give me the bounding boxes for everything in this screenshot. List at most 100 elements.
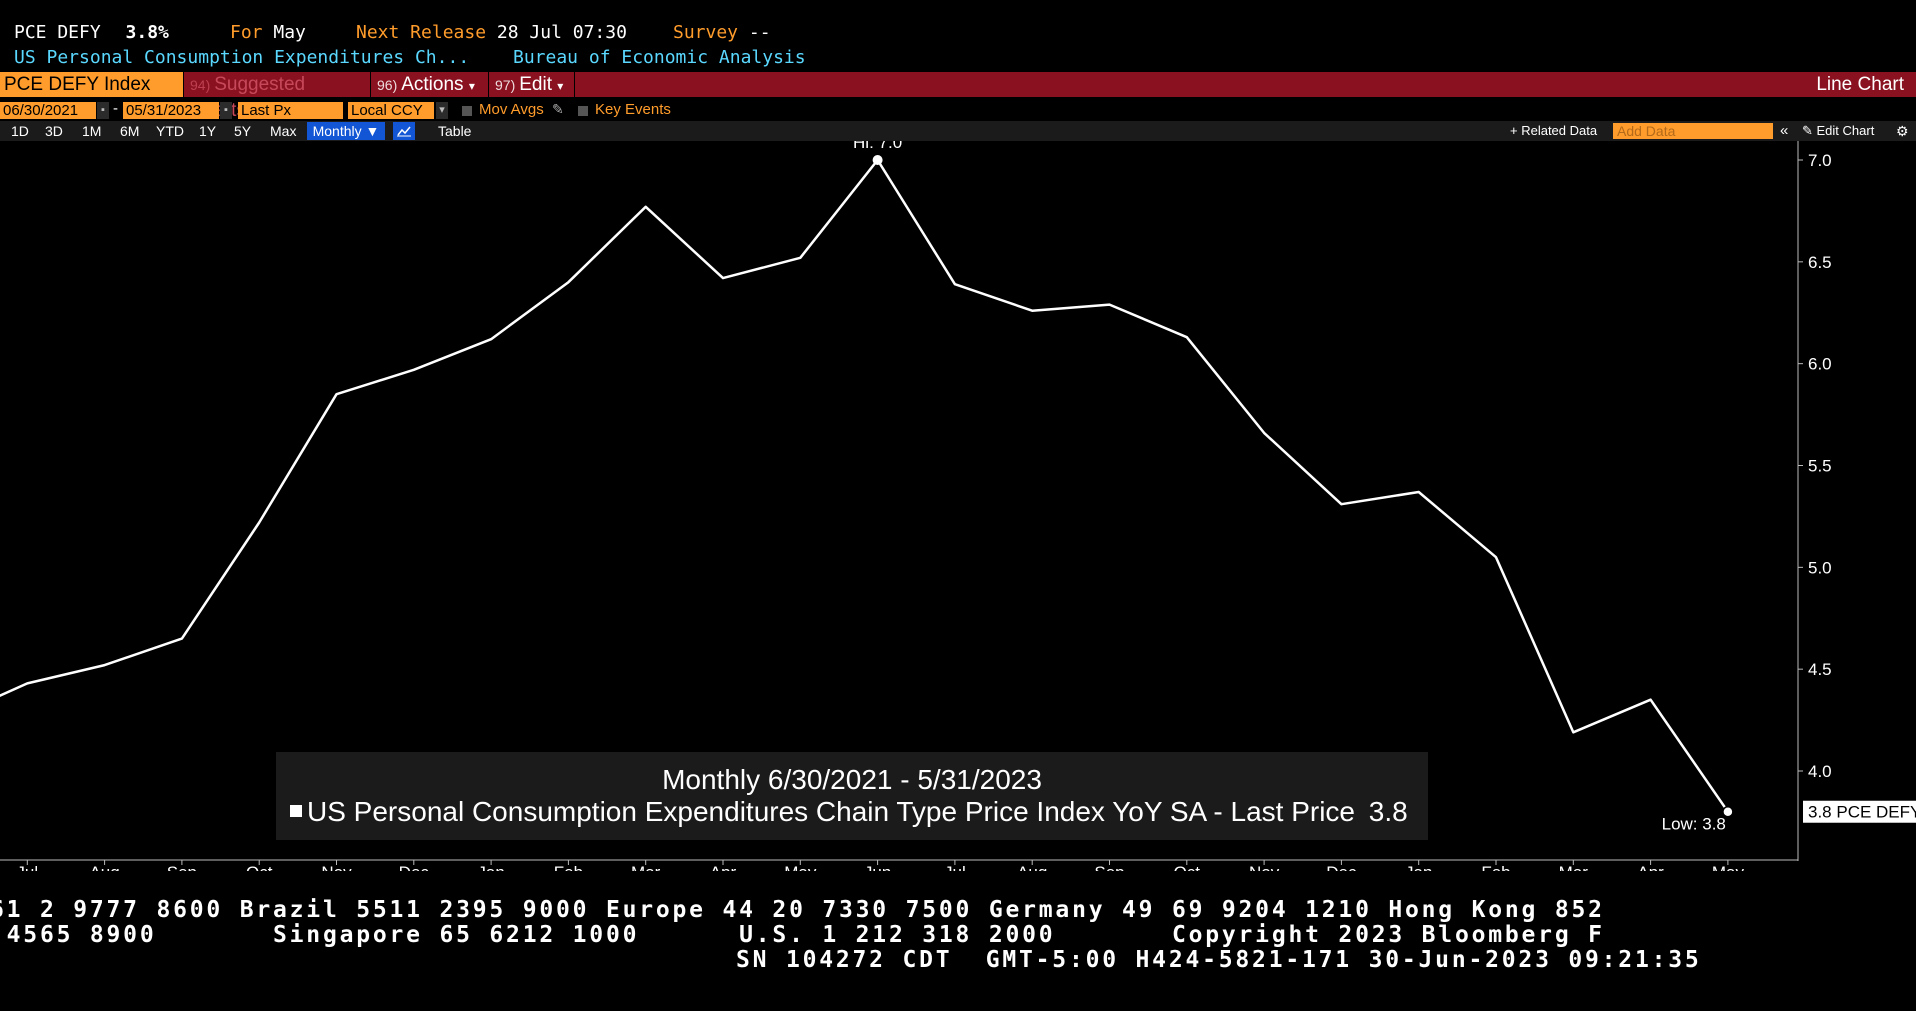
edit-button[interactable]: 97) Edit ▾ <box>488 72 574 97</box>
x-tick-label: Feb <box>554 863 583 871</box>
edit-label: Edit <box>519 74 552 95</box>
range-3d-button[interactable]: 3D <box>45 123 63 139</box>
range-1d-button[interactable]: 1D <box>11 123 29 139</box>
x-tick-label: Aug <box>89 863 119 871</box>
edit-chart-button[interactable]: ✎ Edit Chart <box>1802 121 1874 141</box>
chevron-down-icon[interactable]: ▾ <box>436 102 448 119</box>
x-tick-label: Apr <box>710 863 737 871</box>
x-tick-label: Dec <box>1326 863 1357 871</box>
y-tick-label: 7.0 <box>1808 151 1832 170</box>
security-field[interactable]: PCE DEFY Index <box>0 72 183 97</box>
gear-icon[interactable]: ⚙ <box>1896 123 1909 139</box>
security-description: US Personal Consumption Expenditures Ch.… <box>14 47 470 68</box>
suggested-charts-button[interactable]: 94)Suggested Charts <box>183 72 370 121</box>
data-source: Bureau of Economic Analysis <box>513 47 806 68</box>
hi-marker <box>872 155 883 165</box>
y-tick-label: 4.0 <box>1808 762 1832 781</box>
legend-last-price: 3.8 <box>1368 796 1408 827</box>
chevron-down-icon: ▾ <box>557 79 564 93</box>
key-events-checkbox[interactable] <box>578 106 588 116</box>
range-bar: 1D 3D 1M 6M YTD 1Y 5Y Max Monthly ▼ Tabl… <box>0 121 1916 141</box>
actions-num: 96) <box>377 77 398 93</box>
hi-label: Hi: 7.0 <box>853 141 902 152</box>
chevron-down-icon: ▾ <box>468 79 475 93</box>
suggested-num: 94) <box>190 77 211 93</box>
x-tick-label: Mar <box>631 863 661 871</box>
command-bar: PCE DEFY Index 94)Suggested Charts 96)Ac… <box>0 72 1916 121</box>
next-release-label: Next Release <box>356 22 487 43</box>
x-tick-label: May <box>784 863 817 871</box>
related-data-button[interactable]: + Related Data <box>1510 123 1598 138</box>
range-ytd-button[interactable]: YTD <box>156 123 184 139</box>
x-tick-label: Mar <box>1559 863 1589 871</box>
x-tick-label: Sep <box>1094 863 1124 871</box>
y-tick-label: 6.0 <box>1808 355 1832 374</box>
for-label: For <box>230 22 263 43</box>
mov-avgs-label: Mov Avgs <box>479 101 544 118</box>
calendar-icon[interactable]: ▪ <box>220 102 232 119</box>
edit-num: 97) <box>495 77 516 93</box>
x-tick-label: Oct <box>246 863 273 871</box>
ticker-label: PCE DEFY <box>14 22 101 43</box>
edit-chart-label: Edit Chart <box>1816 123 1875 138</box>
mov-avgs-checkbox[interactable] <box>462 106 472 116</box>
pencil-icon[interactable]: ✎ <box>552 101 564 117</box>
survey-value: -- <box>748 22 771 43</box>
x-tick-label: Dec <box>399 863 430 871</box>
x-tick-label: Apr <box>1637 863 1664 871</box>
contact-line-1: 61 2 9777 8600 Brazil 5511 2395 9000 Eur… <box>0 897 1605 923</box>
chart-type-label[interactable]: Line Chart <box>1816 74 1904 95</box>
next-release-value: 28 Jul 07:30 <box>496 22 627 43</box>
legend-series-label: US Personal Consumption Expenditures Cha… <box>307 796 1356 827</box>
x-tick-label: Jan <box>1405 863 1432 871</box>
contact-line-2: 4565 8900 Singapore 65 6212 1000 U.S. 1 … <box>0 922 1605 948</box>
key-events-label: Key Events <box>595 101 671 118</box>
x-tick-label: Aug <box>1017 863 1047 871</box>
pencil-icon: ✎ <box>1802 123 1817 138</box>
x-tick-label: Jun <box>864 863 891 871</box>
divider <box>574 72 575 97</box>
range-6m-button[interactable]: 6M <box>120 123 140 139</box>
x-tick-label: Oct <box>1174 863 1201 871</box>
survey-field: Survey -- <box>673 22 771 43</box>
range-5y-button[interactable]: 5Y <box>234 123 252 139</box>
period-select[interactable]: Monthly ▼ <box>307 122 385 140</box>
chart-style-icon[interactable] <box>393 122 415 140</box>
series-line <box>0 158 1729 813</box>
survey-label: Survey <box>673 22 739 43</box>
date-separator: - <box>113 100 118 117</box>
range-1y-button[interactable]: 1Y <box>199 123 217 139</box>
x-tick-label: Jul <box>944 863 966 871</box>
x-tick-label: Feb <box>1481 863 1510 871</box>
table-button[interactable]: Table <box>438 123 472 139</box>
for-field: For May <box>230 22 306 43</box>
price-field-select[interactable]: Last Px <box>238 102 343 119</box>
calendar-icon[interactable]: ▪ <box>97 102 109 119</box>
session-info: SN 104272 CDT GMT-5:00 H424-5821-171 30-… <box>736 947 1702 973</box>
range-1m-button[interactable]: 1M <box>82 123 102 139</box>
x-tick-label: Jul <box>16 863 38 871</box>
legend-swatch <box>290 805 302 817</box>
y-tick-label: 5.0 <box>1808 558 1832 577</box>
x-tick-label: Jan <box>477 863 504 871</box>
collapse-icon[interactable]: « <box>1780 122 1789 139</box>
y-tick-label: 4.5 <box>1808 660 1832 679</box>
currency-select[interactable]: Local CCY <box>348 102 434 119</box>
line-chart-icon <box>397 126 411 137</box>
start-date-input[interactable]: 06/30/2021 <box>0 102 96 119</box>
range-max-button[interactable]: Max <box>270 123 297 139</box>
x-tick-label: Nov <box>321 863 352 871</box>
actions-button[interactable]: 96) Actions ▾ <box>370 72 488 97</box>
end-date-input[interactable]: 05/31/2023 <box>123 102 219 119</box>
x-tick-label: May <box>1712 863 1745 871</box>
last-value-tag <box>1803 800 1916 823</box>
chart-legend: Monthly 6/30/2021 - 5/31/2023 US Persona… <box>276 752 1428 840</box>
add-data-input[interactable]: Add Data <box>1613 123 1773 139</box>
actions-label: Actions <box>401 74 464 95</box>
for-value: May <box>273 22 306 43</box>
y-tick-label: 5.5 <box>1808 457 1832 476</box>
header-line: PCE DEFY 3.8% <box>14 22 169 43</box>
last-value: 3.8% <box>125 22 169 43</box>
low-label: Low: 3.8 <box>1662 815 1726 834</box>
x-tick-label: Sep <box>167 863 197 871</box>
